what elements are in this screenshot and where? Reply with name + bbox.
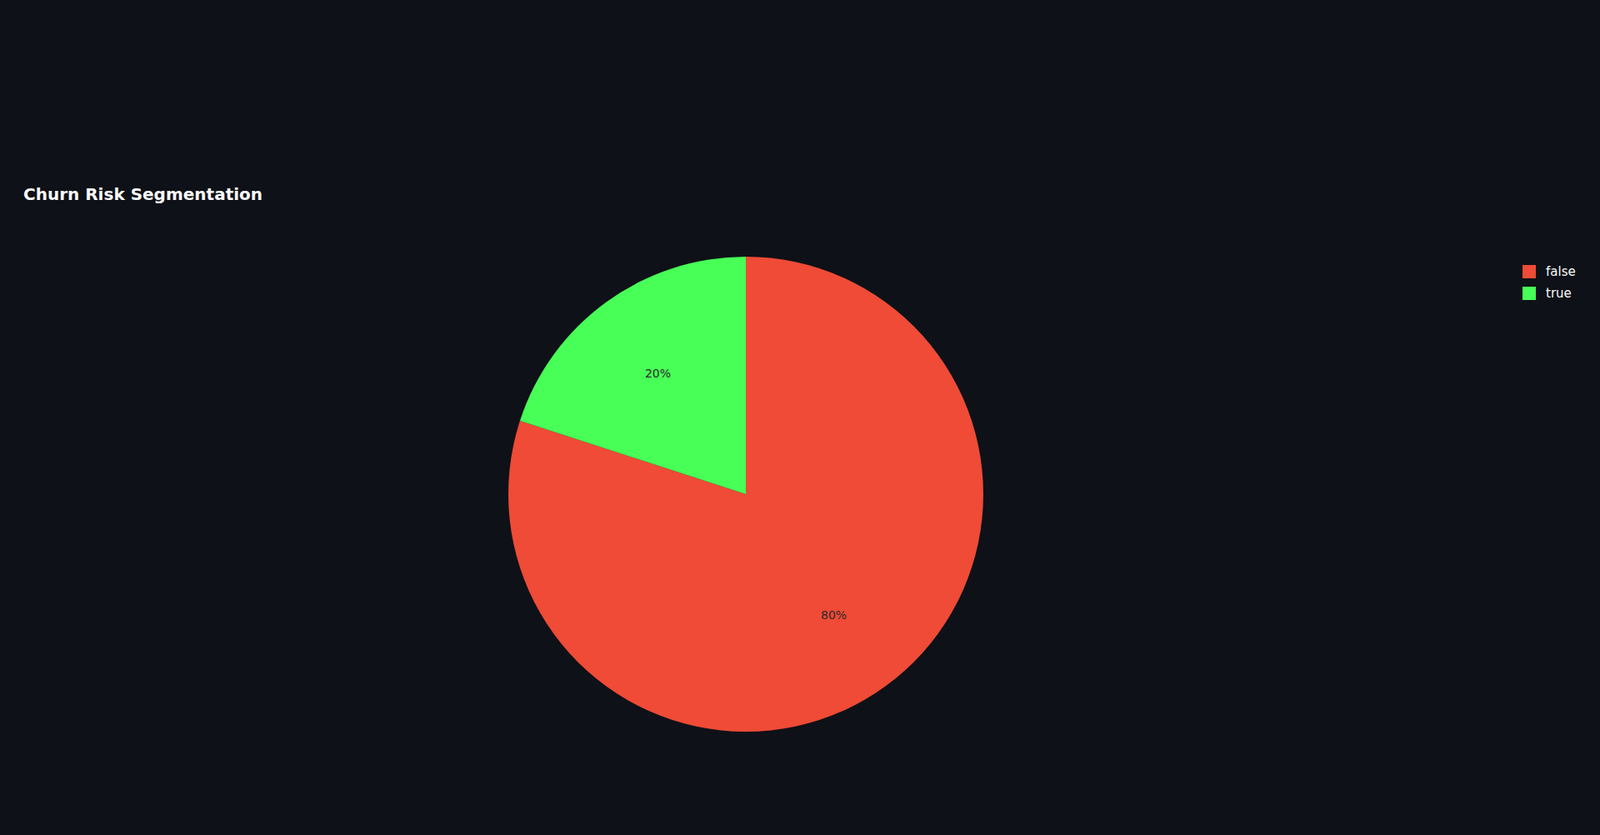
- legend-swatch: [1522, 286, 1536, 300]
- data-labels: 80% 20%: [645, 366, 847, 623]
- title: Churn Risk Segmentation: [23, 184, 263, 205]
- legend-item[interactable]: false: [1522, 264, 1576, 280]
- data-label: 80%: [820, 608, 847, 622]
- pie-slice[interactable]: [520, 256, 746, 495]
- legend: false true: [1522, 264, 1576, 301]
- legend-label: true: [1545, 285, 1572, 301]
- pie-slice[interactable]: [508, 256, 984, 732]
- legend-label: false: [1545, 264, 1576, 280]
- data-label: 20%: [645, 366, 671, 380]
- pie: [508, 256, 984, 732]
- background: [0, 0, 1600, 835]
- legend-item[interactable]: true: [1522, 285, 1572, 301]
- legend-swatch: [1522, 265, 1536, 279]
- chart: Churn Risk Segmentation 80% 20% false true: [0, 0, 1600, 835]
